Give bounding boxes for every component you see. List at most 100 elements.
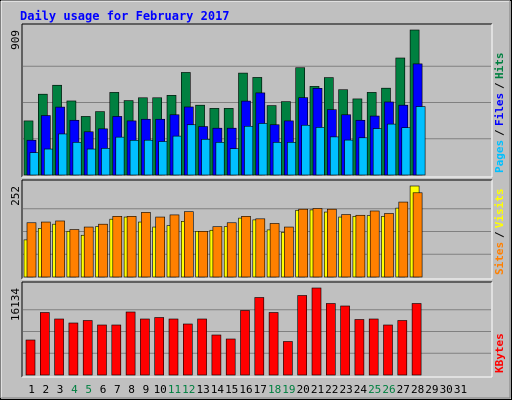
x-tick-label-26: 26 [382,383,395,396]
x-tick-label-16: 16 [239,383,252,396]
bar-pages-day-4 [72,142,83,176]
bar-kbytes-day-1 [25,339,36,376]
bar-kbytes-day-10 [154,317,164,376]
bar-pages-day-13 [201,139,211,176]
x-tick-label-14: 14 [211,383,225,396]
bar-visits-day-11 [169,214,180,278]
x-tick-label-27: 27 [397,383,410,396]
bar-pages-day-14 [215,142,226,176]
bar-kbytes-day-27 [397,320,408,376]
bar-kbytes-day-15 [225,338,236,376]
bar-kbytes-day-7 [111,324,122,376]
bar-visits-day-28 [412,192,423,278]
bar-pages-day-24 [358,137,369,176]
bar-kbytes-day-9 [140,318,150,376]
panel-kbytes-legend-kbytes: KBytes [493,333,506,373]
bar-pages-day-7 [115,136,126,176]
bar-kbytes-day-14 [211,334,222,376]
bar-kbytes-day-16 [240,310,250,376]
x-tick-label-3: 3 [57,383,64,396]
bar-kbytes-day-20 [297,295,308,376]
x-tick-label-12: 12 [182,383,195,396]
panel-hits-ymax-label: 909 [9,30,22,50]
x-tick-label-4: 4 [71,383,78,396]
bar-pages-day-28 [415,106,426,176]
bar-pages-day-8 [129,140,140,176]
bar-kbytes-day-22 [325,303,336,376]
panel-hits-legend-separator: / [493,129,506,136]
bar-kbytes-day-5 [82,320,93,376]
bar-pages-day-20 [301,124,312,176]
bar-pages-day-26 [387,123,397,176]
bar-kbytes-day-28 [411,303,422,376]
bar-pages-day-23 [344,139,354,176]
x-tick-label-21: 21 [311,383,324,396]
bar-visits-day-16 [241,216,251,278]
x-tick-label-19: 19 [282,383,295,396]
bar-pages-day-27 [401,127,412,176]
x-tick-label-11: 11 [168,383,181,396]
bar-visits-day-6 [98,223,108,278]
bar-visits-day-7 [112,216,123,278]
x-tick-label-28: 28 [411,383,424,396]
bar-visits-day-3 [55,220,65,278]
bar-pages-day-2 [43,148,54,176]
bar-visits-day-27 [398,201,409,278]
bar-pages-day-22 [329,136,340,176]
bar-pages-day-25 [372,128,383,176]
x-tick-label-10: 10 [154,383,167,396]
bar-visits-day-17 [255,218,266,278]
panel-hits-legend-pages: Pages [493,140,506,173]
bar-kbytes-day-6 [97,324,107,376]
bar-pages-day-11 [172,135,183,176]
bar-pages-day-9 [144,139,154,176]
panel-visits-ymax-label: 252 [9,186,22,206]
bar-pages-day-18 [272,142,283,176]
bar-pages-day-12 [187,124,197,176]
x-tick-label-2: 2 [42,383,49,396]
bar-visits-day-19 [284,226,294,278]
x-tick-label-18: 18 [268,383,281,396]
x-tick-label-9: 9 [143,383,150,396]
panel-hits-legend-separator: / [493,82,506,89]
x-tick-label-15: 15 [225,383,238,396]
bar-pages-day-17 [258,123,269,176]
bar-kbytes-day-12 [183,323,193,376]
panel-hits-legend-files: Files [493,93,506,126]
bar-kbytes-day-11 [168,318,179,376]
bar-visits-day-2 [40,221,51,278]
bar-kbytes-day-21 [311,287,322,376]
bar-visits-day-24 [355,214,366,278]
panel-visits-legend-visits: Visits [493,188,506,228]
bar-visits-day-1 [26,222,37,278]
bar-pages-day-15 [229,148,240,176]
bar-kbytes-day-17 [254,297,265,376]
bar-visits-day-25 [369,210,380,278]
x-tick-label-22: 22 [325,383,338,396]
bar-visits-day-9 [141,212,151,278]
x-tick-label-13: 13 [196,383,209,396]
bar-visits-day-18 [269,223,280,278]
bar-kbytes-day-8 [125,311,136,376]
x-tick-label-20: 20 [297,383,310,396]
bar-visits-day-12 [184,211,194,278]
bar-kbytes-day-3 [54,318,64,376]
bar-pages-day-1 [29,152,40,176]
bar-kbytes-day-25 [368,318,379,376]
bar-visits-day-14 [212,226,223,278]
panel-visits-legend-slash: / [493,231,506,238]
x-tick-label-25: 25 [368,383,381,396]
bar-kbytes-day-24 [354,319,365,376]
bar-kbytes-day-19 [283,341,293,376]
x-tick-label-1: 1 [28,383,35,396]
bar-kbytes-day-2 [39,312,50,376]
bar-visits-day-21 [312,208,323,278]
bar-visits-day-20 [298,208,309,278]
x-tick-label-7: 7 [114,383,121,396]
bar-visits-day-8 [126,216,137,278]
bar-visits-day-22 [326,208,337,278]
bar-visits-day-5 [83,226,94,278]
bar-pages-day-10 [158,141,168,176]
